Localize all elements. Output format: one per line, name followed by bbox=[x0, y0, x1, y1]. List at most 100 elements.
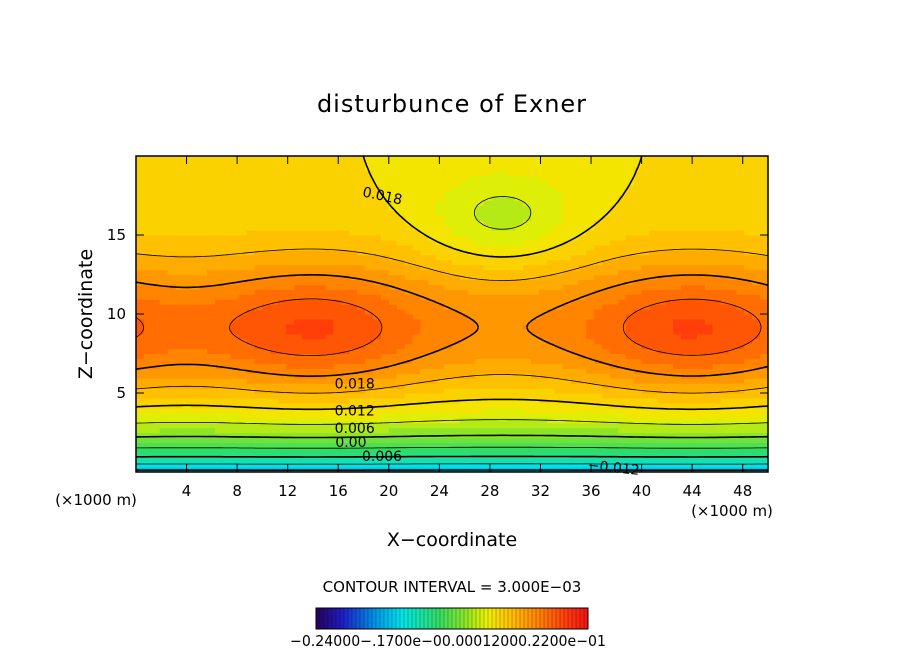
contour-band-cell bbox=[175, 358, 184, 364]
contour-band-cell bbox=[673, 432, 682, 439]
contour-band-cell bbox=[294, 160, 303, 167]
contour-band-cell bbox=[531, 304, 540, 310]
contour-band-cell bbox=[625, 269, 635, 276]
contour-band-cell bbox=[554, 373, 564, 379]
contour-band-cell bbox=[712, 254, 722, 261]
contour-band-cell bbox=[388, 299, 398, 305]
contour-band-cell bbox=[317, 422, 327, 429]
contour-band-cell bbox=[689, 397, 698, 404]
contour-band-cell bbox=[278, 269, 287, 276]
contour-band-cell bbox=[333, 447, 342, 453]
contour-band-cell bbox=[254, 427, 263, 434]
contour-band-cell bbox=[531, 422, 540, 429]
contour-band-cell bbox=[523, 244, 532, 251]
contour-band-cell bbox=[301, 239, 311, 246]
contour-band-cell bbox=[594, 368, 603, 374]
contour-band-cell bbox=[191, 259, 200, 266]
contour-band-cell bbox=[507, 323, 516, 330]
contour-band-cell bbox=[444, 462, 453, 468]
contour-band-cell bbox=[349, 383, 358, 389]
contour-band-cell bbox=[215, 323, 224, 330]
contour-band-cell bbox=[507, 338, 516, 345]
contour-band-cell bbox=[617, 328, 627, 335]
contour-band-cell bbox=[380, 314, 390, 320]
contour-band-cell bbox=[136, 220, 145, 226]
contour-band-cell bbox=[388, 230, 398, 236]
contour-band-cell bbox=[712, 462, 722, 468]
contour-band-cell bbox=[333, 220, 342, 226]
contour-band-cell bbox=[143, 363, 153, 369]
contour-band-cell bbox=[373, 314, 382, 320]
contour-band-cell bbox=[412, 200, 421, 206]
contour-band-cell bbox=[420, 170, 429, 177]
contour-band-cell bbox=[712, 368, 722, 374]
contour-band-cell bbox=[649, 353, 658, 360]
contour-band-cell bbox=[538, 338, 548, 345]
contour-band-cell bbox=[744, 417, 753, 424]
contour-band-cell bbox=[491, 259, 500, 266]
contour-band-cell bbox=[254, 215, 263, 221]
contour-band-cell bbox=[333, 407, 342, 414]
contour-band-cell bbox=[380, 156, 390, 162]
contour-band-cell bbox=[230, 235, 240, 241]
contour-band-cell bbox=[404, 249, 414, 256]
contour-band-cell bbox=[570, 289, 579, 295]
contour-band-cell bbox=[238, 205, 248, 211]
contour-band-cell bbox=[538, 348, 548, 355]
contour-band-cell bbox=[278, 225, 287, 231]
contour-band-cell bbox=[246, 447, 256, 453]
contour-band-cell bbox=[507, 333, 516, 340]
contour-band-cell bbox=[341, 156, 350, 162]
contour-band-cell bbox=[531, 195, 540, 202]
contour-band-cell bbox=[444, 160, 453, 167]
contour-band-cell bbox=[704, 333, 714, 340]
contour-band-cell bbox=[681, 314, 690, 320]
contour-band-cell bbox=[586, 412, 595, 419]
contour-band-cell bbox=[538, 274, 548, 281]
contour-band-cell bbox=[175, 170, 184, 177]
contour-band-cell bbox=[222, 279, 232, 285]
contour-band-cell bbox=[554, 274, 564, 281]
contour-band-cell bbox=[373, 210, 382, 216]
contour-band-cell bbox=[222, 373, 232, 379]
contour-band-cell bbox=[641, 378, 651, 384]
contour-band-cell bbox=[712, 333, 722, 340]
contour-band-cell bbox=[736, 249, 745, 256]
contour-band-cell bbox=[554, 210, 564, 216]
contour-band-cell bbox=[499, 299, 508, 305]
contour-band-cell bbox=[633, 323, 643, 330]
contour-band-cell bbox=[507, 190, 516, 197]
contour-band-cell bbox=[412, 417, 421, 424]
contour-band-cell bbox=[349, 417, 358, 424]
contour-band-cell bbox=[459, 407, 469, 414]
contour-band-cell bbox=[380, 264, 390, 271]
contour-band-cell bbox=[444, 254, 453, 261]
contour-band-cell bbox=[523, 235, 532, 241]
contour-band-cell bbox=[649, 244, 658, 251]
contour-band-cell bbox=[657, 269, 666, 276]
contour-band-cell bbox=[444, 353, 453, 360]
contour-band-cell bbox=[159, 294, 169, 300]
contour-band-cell bbox=[349, 442, 358, 448]
contour-band-cell bbox=[704, 412, 714, 419]
contour-band-cell bbox=[215, 314, 224, 320]
contour-band-cell bbox=[499, 279, 508, 285]
contour-band-cell bbox=[270, 160, 279, 167]
contour-band-cell bbox=[515, 210, 524, 216]
contour-band-cell bbox=[696, 210, 706, 216]
contour-band-cell bbox=[404, 200, 414, 206]
contour-band-cell bbox=[720, 412, 730, 419]
contour-band-cell bbox=[665, 289, 674, 295]
contour-band-cell bbox=[633, 358, 643, 364]
contour-band-cell bbox=[151, 309, 161, 315]
contour-band-cell bbox=[704, 244, 714, 251]
contour-band-cell bbox=[452, 457, 461, 463]
contour-band-cell bbox=[199, 259, 208, 266]
contour-band-cell bbox=[704, 180, 714, 187]
contour-band-cell bbox=[665, 156, 674, 162]
contour-band-cell bbox=[657, 259, 666, 266]
contour-band-cell bbox=[728, 269, 737, 276]
contour-band-cell bbox=[238, 363, 248, 369]
contour-band-cell bbox=[183, 318, 192, 325]
contour-band-cell bbox=[159, 348, 169, 355]
